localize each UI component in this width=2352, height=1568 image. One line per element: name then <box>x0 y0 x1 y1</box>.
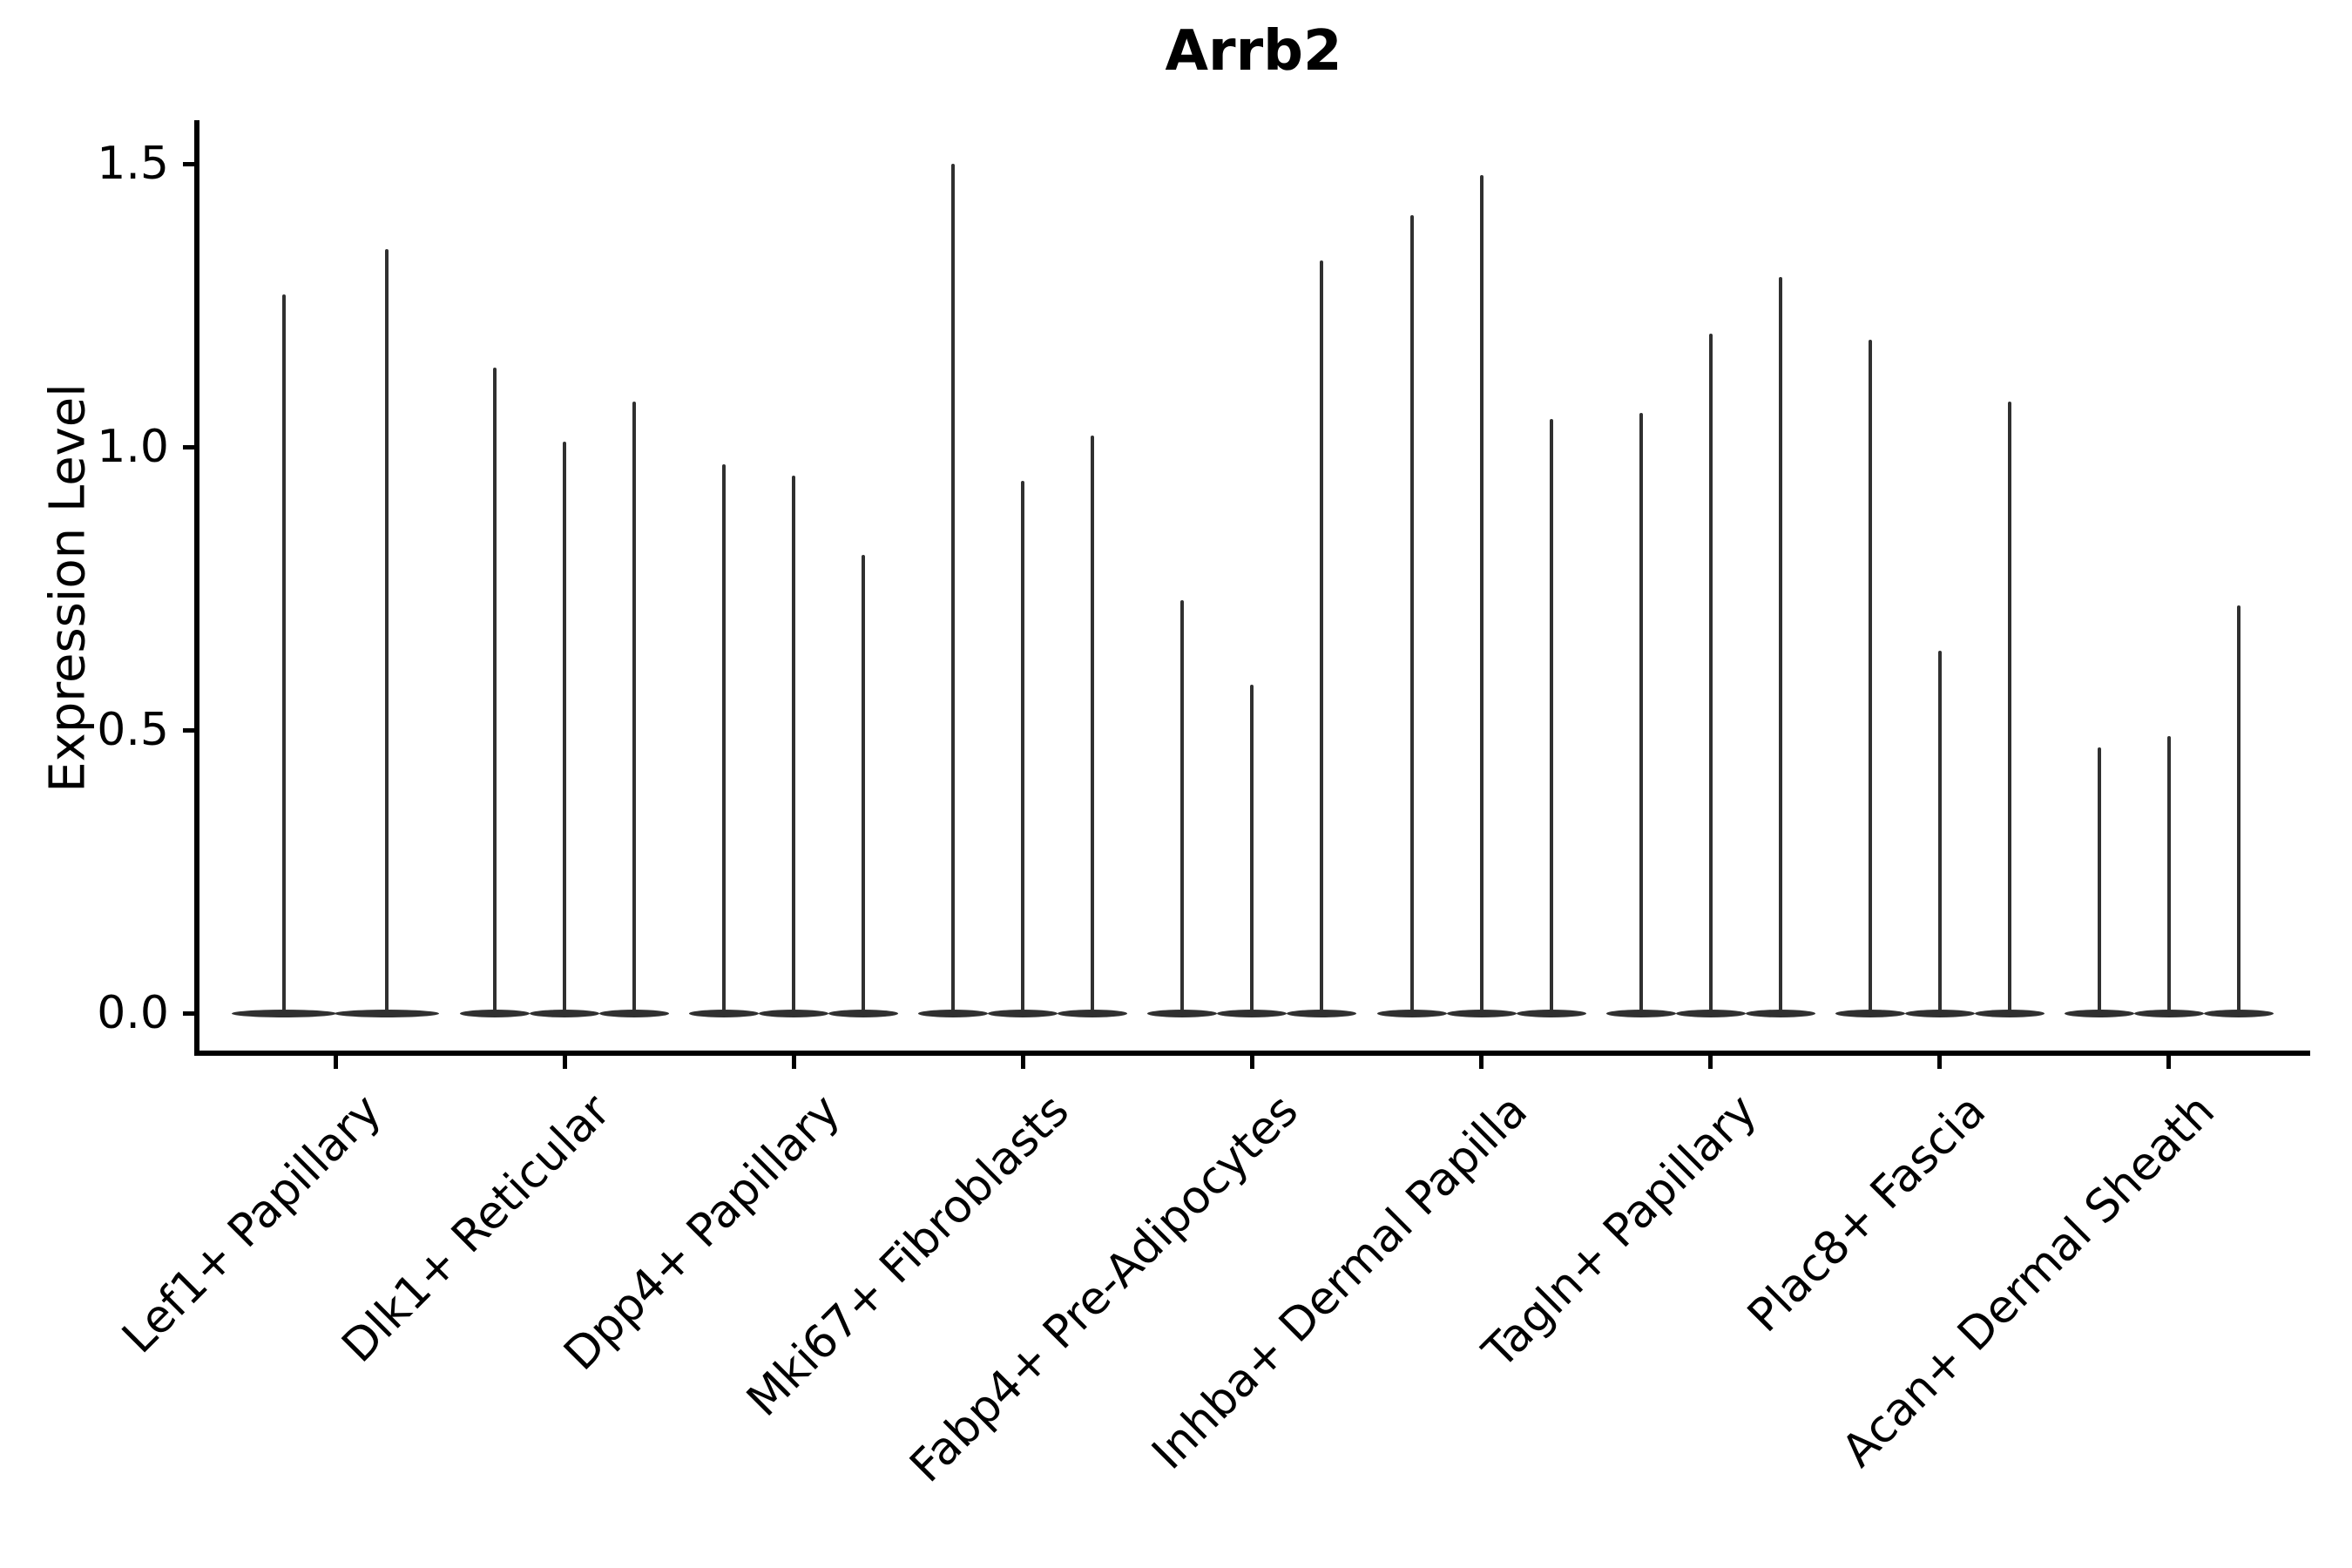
violin-base <box>1147 1009 1218 1017</box>
x-axis-line <box>194 1051 2310 1056</box>
x-tick-mark <box>1708 1056 1713 1069</box>
x-tick-label: Inhba+ Dermal Papilla <box>1142 1085 1538 1480</box>
violin-base <box>1058 1009 1128 1017</box>
violin-spike <box>1021 481 1025 1013</box>
violin-spike <box>1549 418 1553 1013</box>
x-tick-mark <box>1249 1056 1254 1069</box>
violin-spike <box>2097 747 2101 1013</box>
violin-base <box>460 1009 531 1017</box>
y-axis-line <box>194 120 199 1056</box>
x-tick-mark <box>2166 1056 2172 1069</box>
violin-spike <box>951 164 956 1013</box>
x-tick-mark <box>1937 1056 1943 1069</box>
violin-base <box>2064 1009 2134 1017</box>
violin-spike <box>2007 402 2011 1013</box>
violin-spike <box>563 441 567 1013</box>
violin-base <box>1745 1009 1815 1017</box>
violin-base <box>988 1009 1058 1017</box>
violin-spike <box>2236 605 2240 1013</box>
violin-spike <box>385 248 389 1013</box>
violin-spike <box>493 368 497 1013</box>
violin-spike <box>1409 214 1414 1013</box>
violin-spike <box>1091 436 1095 1013</box>
violin-base <box>1446 1009 1517 1017</box>
x-tick-label: Fabp4+ Pre-Adipocytes <box>900 1085 1309 1493</box>
violin-base <box>1516 1009 1586 1017</box>
violin-spike <box>1708 334 1713 1013</box>
x-tick-mark <box>1479 1056 1484 1069</box>
y-tick-label: 1.0 <box>97 421 169 473</box>
y-tick-label: 1.5 <box>97 138 169 190</box>
violin-base <box>232 1009 336 1017</box>
violin-base <box>1376 1009 1447 1017</box>
violin-base <box>599 1009 670 1017</box>
violin-base <box>1217 1009 1288 1017</box>
y-tick-mark <box>183 444 197 449</box>
violin-spike <box>722 463 727 1013</box>
violin-spike <box>2166 735 2171 1013</box>
y-tick-label: 0.0 <box>97 987 169 1039</box>
violin-base <box>689 1009 760 1017</box>
violin-spike <box>1250 685 1254 1013</box>
violin-spike <box>1778 277 1782 1013</box>
violin-base <box>759 1009 829 1017</box>
violin-base <box>1605 1009 1676 1017</box>
violin-base <box>1974 1009 2044 1017</box>
y-tick-mark <box>183 161 197 166</box>
violin-spike <box>632 402 637 1013</box>
violin-base <box>2203 1009 2274 1017</box>
x-tick-mark <box>1020 1056 1025 1069</box>
violin-spike <box>1937 651 1942 1013</box>
y-tick-mark <box>183 727 197 733</box>
chart-title: Arrb2 <box>1165 19 1342 84</box>
violin-spike <box>1639 413 1643 1013</box>
violin-base <box>2133 1009 2204 1017</box>
violin-base <box>1835 1009 1905 1017</box>
violin-spike <box>1479 175 1484 1013</box>
violin-spike <box>1320 260 1324 1013</box>
violin-base <box>918 1009 989 1017</box>
violin-base <box>1287 1009 1357 1017</box>
violin-spike <box>792 475 796 1013</box>
violin-base <box>530 1009 600 1017</box>
violin-base <box>1675 1009 1746 1017</box>
violin-spike <box>1180 599 1185 1013</box>
violin-base <box>828 1009 899 1017</box>
x-tick-label: Acan+ Dermal Sheath <box>1832 1085 2226 1477</box>
x-tick-mark <box>791 1056 796 1069</box>
violin-base <box>335 1009 439 1017</box>
x-tick-mark <box>562 1056 567 1069</box>
violin-spike <box>282 294 286 1013</box>
violin-base <box>1904 1009 1975 1017</box>
violin-spike <box>1868 339 1872 1013</box>
x-tick-label: Plac8+ Fascia <box>1738 1085 1997 1343</box>
y-tick-label: 0.5 <box>97 704 169 756</box>
y-tick-mark <box>183 1010 197 1016</box>
x-tick-mark <box>333 1056 338 1069</box>
violin-spike <box>862 554 866 1013</box>
